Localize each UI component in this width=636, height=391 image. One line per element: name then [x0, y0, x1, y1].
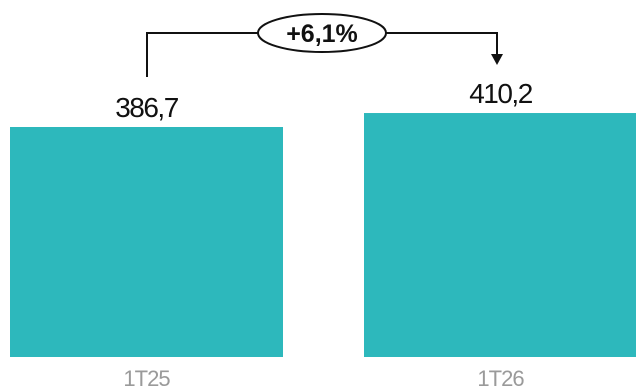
bar-1t26 — [364, 113, 636, 357]
category-labels-group: 1T25 1T26 — [123, 366, 525, 391]
bars-group — [10, 113, 636, 357]
category-label-1t26: 1T26 — [477, 366, 524, 391]
change-connector-right — [386, 32, 498, 56]
change-annotation: +6,1% — [146, 13, 503, 77]
change-label: +6,1% — [286, 20, 358, 48]
value-labels-group: 386,7 410,2 — [115, 78, 534, 123]
change-badge — [257, 13, 387, 53]
change-connector-left — [146, 32, 258, 77]
category-label-1t25: 1T25 — [123, 366, 170, 391]
arrow-down-icon — [491, 54, 503, 66]
bar-1t25 — [10, 127, 283, 357]
value-label-1t25: 386,7 — [115, 92, 178, 123]
value-label-1t26: 410,2 — [469, 78, 532, 109]
